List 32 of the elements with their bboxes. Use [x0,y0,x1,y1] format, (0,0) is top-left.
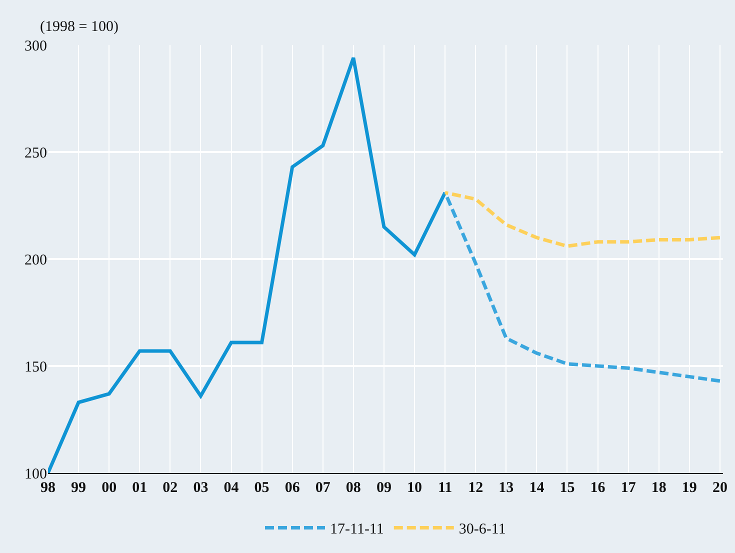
y-tick-label: 250 [24,145,47,162]
x-tick-label: 12 [468,480,484,496]
x-tick-label: 07 [315,480,331,496]
x-tick-label: 00 [102,480,117,496]
x-tick-label: 13 [498,480,514,496]
line-series [48,56,447,473]
y-axis-title: (1998 = 100) [40,19,118,35]
y-tick-label: 300 [24,38,47,54]
x-tick-label: 04 [224,480,240,496]
x-tick-label: 17 [620,480,636,496]
x-tick-label: 16 [590,480,606,496]
x-tick-label: 09 [376,480,392,496]
x-tick-label: 03 [193,480,208,496]
legend-label: 30-6-11 [458,522,506,538]
x-tick-label: 15 [560,480,575,496]
x-tick-label: 08 [346,480,361,496]
x-tick-label: 18 [651,480,666,496]
y-tick-label: 150 [24,359,47,376]
x-tick-label: 06 [284,480,300,496]
x-tick-label: 99 [71,480,86,496]
x-tick-label: 02 [162,480,178,496]
x-tick-label: 01 [132,480,148,496]
y-tick-label: 100 [24,466,47,482]
x-tick-label: 19 [682,480,697,496]
x-tick-label: 98 [40,480,56,496]
x-tick-label: 11 [438,480,452,496]
x-tick-label: 20 [712,480,728,496]
y-tick-label: 200 [24,252,47,268]
legend-label: 17-11-11 [330,522,384,538]
x-tick-label: 05 [254,480,270,496]
x-tick-label: 10 [407,480,422,496]
x-tick-label: 14 [529,480,545,496]
